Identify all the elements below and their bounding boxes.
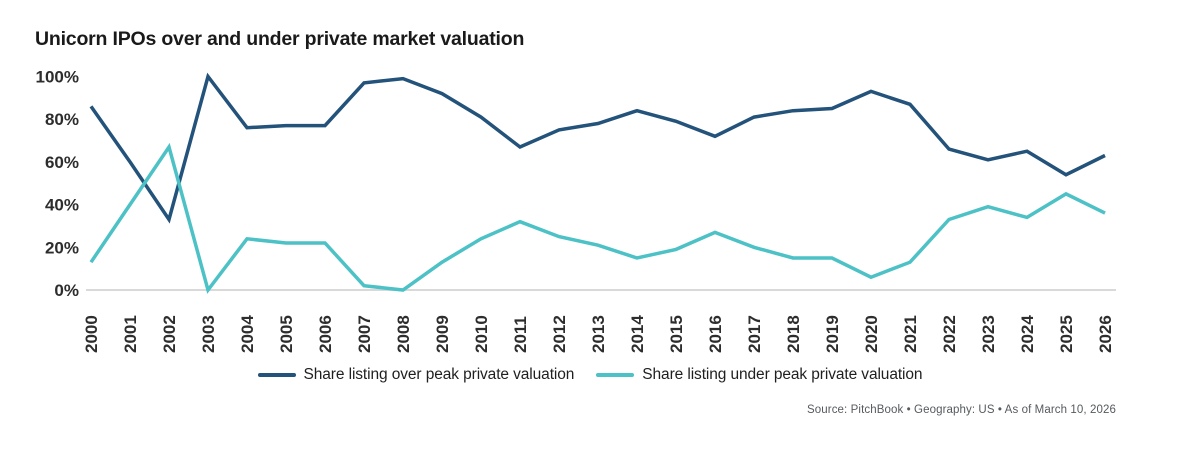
x-axis-tick-label: 2007	[355, 315, 374, 353]
y-axis-tick-label: 40%	[45, 196, 79, 215]
line-chart-plot-area: 0% 20% 40% 60% 80% 100% 2000 2001 2002 2003 2004 20…	[36, 68, 1116, 353]
x-axis-tick-label: 2021	[901, 315, 920, 353]
x-axis-tick-label: 2014	[628, 315, 647, 353]
x-axis-tick-label: 2006	[316, 315, 335, 353]
x-axis-tick-label: 2005	[277, 315, 296, 353]
x-axis-tick-label: 2009	[433, 315, 452, 353]
x-axis-tick-label: 2017	[745, 315, 764, 353]
y-axis-tick-label: 60%	[45, 153, 79, 172]
x-axis-tick-label: 2008	[394, 315, 413, 353]
legend-label-over: Share listing over peak private valuatio…	[303, 366, 575, 383]
x-axis-tick-label: 2022	[940, 315, 959, 353]
y-axis-tick-label: 80%	[45, 110, 79, 129]
x-axis-tick-label: 2019	[823, 315, 842, 353]
legend-label-under: Share listing under peak private valuati…	[642, 366, 923, 383]
x-axis-tick-label: 2020	[862, 315, 881, 353]
x-axis-tick-label: 2015	[667, 315, 686, 353]
legend-item-under-valuation: Share listing under peak private valuati…	[596, 366, 923, 384]
x-axis-tick-label: 2012	[550, 315, 569, 353]
y-axis-tick-label: 0%	[54, 281, 79, 300]
x-axis-tick-label: 2010	[472, 315, 491, 353]
y-axis-tick-label: 100%	[36, 68, 79, 87]
x-axis-tick-label: 2018	[784, 315, 803, 353]
x-axis-tick-label: 2004	[238, 315, 257, 353]
series-line-over-valuation	[89, 72, 1106, 224]
x-axis-tick-label: 2001	[121, 315, 140, 353]
chart-legend: Share listing over peak private valuatio…	[0, 366, 1180, 384]
x-axis-tick-label: 2000	[82, 315, 101, 353]
x-axis-tick-label: 2024	[1018, 315, 1037, 353]
x-axis-tick-label: 2023	[979, 315, 998, 353]
x-axis-tick-label: 2003	[199, 315, 218, 353]
source-attribution: Source: PitchBook • Geography: US • As o…	[807, 404, 1116, 416]
legend-swatch-under-icon	[596, 373, 635, 377]
x-axis-tick-label: 2011	[511, 316, 530, 353]
series-line-under-valuation	[89, 142, 1106, 294]
legend-item-over-valuation: Share listing over peak private valuatio…	[257, 366, 575, 384]
y-axis-tick-label: 20%	[45, 238, 79, 257]
x-axis-tick-label: 2002	[160, 315, 179, 353]
x-axis-tick-label: 2025	[1057, 315, 1076, 353]
x-axis-tick-label: 2026	[1096, 315, 1115, 353]
chart-title: Unicorn IPOs over and under private mark…	[35, 28, 525, 50]
x-axis-tick-label: 2016	[706, 315, 725, 353]
legend-swatch-over-icon	[257, 373, 296, 377]
x-axis-tick-label: 2013	[589, 315, 608, 353]
